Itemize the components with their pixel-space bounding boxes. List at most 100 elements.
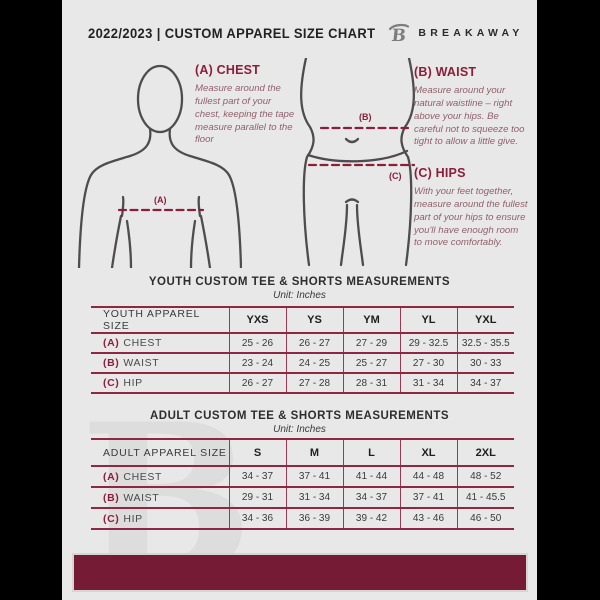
size-cell: 26 - 27	[228, 372, 286, 394]
adult-hip-row: (C) HIP 34 - 36 36 - 39 39 - 42 43 - 46 4…	[91, 507, 514, 530]
size-cell: 23 - 24	[228, 352, 286, 373]
youth-size-table: YOUTH APPAREL SIZE YXS YS YM YL YXL (A) C…	[91, 306, 514, 394]
row-letter: (A)	[103, 337, 120, 349]
head-outline	[136, 64, 184, 134]
row-name: CHEST	[123, 470, 162, 483]
size-cell: 43 - 46	[399, 507, 457, 530]
header: 2022/2023 | CUSTOM APPAREL SIZE CHART B …	[88, 22, 522, 44]
row-label: (A) CHEST	[91, 465, 229, 487]
size-column-header: YM	[342, 306, 400, 333]
right-torso-side	[189, 219, 197, 268]
youth-waist-row: (B) WAIST 23 - 24 24 - 25 25 - 27 27 - 30…	[91, 352, 514, 373]
right-inseam	[355, 203, 365, 267]
row-letter: (C)	[103, 512, 120, 525]
row-letter: (A)	[103, 470, 120, 483]
right-hip-leg	[400, 58, 415, 267]
waist-guide-heading: (B) WAIST	[414, 65, 477, 79]
breakaway-logo-icon: B	[389, 23, 410, 44]
left-armpit	[120, 195, 125, 218]
size-cell: 46 - 50	[456, 507, 514, 530]
row-name: WAIST	[123, 357, 160, 369]
adult-size-table: ADULT APPAREL SIZE S M L XL 2XL (A) CHEST…	[91, 438, 514, 530]
left-inseam	[339, 203, 349, 267]
hips-guide-text: With your feet together, measure around …	[414, 186, 528, 249]
size-column-header: L	[342, 438, 400, 466]
size-cell: 34 - 37	[456, 372, 514, 394]
size-column-header: M	[285, 438, 343, 466]
right-shoulder-arm	[168, 127, 242, 268]
size-cell: 39 - 42	[342, 507, 400, 530]
youth-hip-row: (C) HIP 26 - 27 27 - 28 28 - 31 31 - 34 3…	[91, 372, 514, 394]
chest-guide-text: Measure around the fullest part of your …	[195, 83, 295, 146]
size-cell: 34 - 37	[342, 486, 400, 508]
right-armpit	[197, 195, 202, 218]
row-label: (B) WAIST	[91, 486, 229, 508]
size-column-header: 2XL	[456, 438, 514, 466]
row-name: HIP	[123, 512, 143, 525]
size-cell: 27 - 28	[285, 372, 343, 394]
size-cell: 41 - 44	[342, 465, 400, 487]
size-cell: 29 - 32.5	[399, 332, 457, 353]
row-name: WAIST	[123, 491, 160, 504]
crotch-mark	[344, 198, 360, 204]
adult-header-row: ADULT APPAREL SIZE S M L XL 2XL	[91, 438, 514, 466]
size-cell: 36 - 39	[285, 507, 343, 530]
row-label: (B) WAIST	[91, 352, 229, 373]
waist-guide: (B) WAIST Measure around your natural wa…	[414, 65, 528, 149]
size-column-header: YS	[285, 306, 343, 333]
row-label: (A) CHEST	[91, 332, 229, 353]
lower-body-diagram: (B) (C)	[300, 58, 416, 267]
size-cell: 34 - 37	[228, 465, 286, 487]
navel-mark	[344, 137, 360, 144]
footer-accent-bar	[72, 553, 528, 592]
size-cell: 41 - 45.5	[456, 486, 514, 508]
size-cell: 37 - 41	[285, 465, 343, 487]
hip-curve-line	[306, 149, 409, 163]
size-column-header: YXL	[456, 306, 514, 333]
hips-marker-label: (C)	[389, 171, 402, 181]
size-column-header: XL	[399, 438, 457, 466]
size-cell: 24 - 25	[285, 352, 343, 373]
youth-unit-label: Unit: Inches	[273, 290, 326, 301]
document-page: B 2022/2023 | CUSTOM APPAREL SIZE CHART …	[62, 0, 537, 600]
row-letter: (B)	[103, 357, 120, 369]
size-cell: 37 - 41	[399, 486, 457, 508]
adult-waist-row: (B) WAIST 29 - 31 31 - 34 34 - 37 37 - 41…	[91, 486, 514, 508]
chest-guide-heading: (A) CHEST	[195, 63, 260, 77]
row-letter: (C)	[103, 377, 120, 389]
adult-chest-row: (A) CHEST 34 - 37 37 - 41 41 - 44 44 - 48…	[91, 465, 514, 487]
row-name: CHEST	[123, 337, 162, 349]
left-hip-leg	[300, 58, 315, 267]
adult-row-header: ADULT APPAREL SIZE	[91, 438, 229, 466]
size-column-header: YL	[399, 306, 457, 333]
row-name: HIP	[123, 377, 143, 389]
size-column-header: S	[228, 438, 286, 466]
size-cell: 27 - 30	[399, 352, 457, 373]
adult-section-title: ADULT CUSTOM TEE & SHORTS MEASUREMENTS	[149, 410, 450, 422]
left-inner-arm	[110, 214, 123, 268]
brand-name: BREAKAWAY	[418, 27, 524, 39]
size-cell: 28 - 31	[342, 372, 400, 394]
row-letter: (B)	[103, 491, 120, 504]
chest-marker-label: (A)	[154, 195, 167, 205]
size-cell: 31 - 34	[399, 372, 457, 394]
size-cell: 31 - 34	[285, 486, 343, 508]
hips-guide: (C) HIPS With your feet together, measur…	[414, 166, 528, 250]
size-cell: 32.5 - 35.5	[456, 332, 514, 353]
waist-guide-text: Measure around your natural waistline – …	[414, 85, 525, 148]
size-cell: 34 - 36	[228, 507, 286, 530]
youth-header-row: YOUTH APPAREL SIZE YXS YS YM YL YXL	[91, 306, 514, 333]
size-cell: 27 - 29	[342, 332, 400, 353]
size-cell: 30 - 33	[456, 352, 514, 373]
torso-diagram: (A)	[77, 64, 242, 268]
size-cell: 26 - 27	[285, 332, 343, 353]
waist-marker-label: (B)	[359, 112, 372, 122]
brand-lockup: B BREAKAWAY	[387, 22, 523, 44]
size-cell: 44 - 48	[399, 465, 457, 487]
svg-text:B: B	[391, 26, 407, 44]
youth-section-title: YOUTH CUSTOM TEE & SHORTS MEASUREMENTS	[148, 276, 451, 288]
row-label: (C) HIP	[91, 507, 229, 530]
left-torso-side	[125, 219, 133, 268]
size-cell: 29 - 31	[228, 486, 286, 508]
